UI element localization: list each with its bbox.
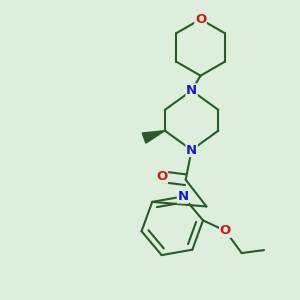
Text: O: O [156, 170, 167, 183]
Text: O: O [195, 13, 206, 26]
Text: N: N [186, 84, 197, 97]
Text: O: O [220, 224, 231, 237]
Text: N: N [186, 143, 197, 157]
Polygon shape [142, 131, 165, 143]
Text: N: N [177, 190, 188, 203]
